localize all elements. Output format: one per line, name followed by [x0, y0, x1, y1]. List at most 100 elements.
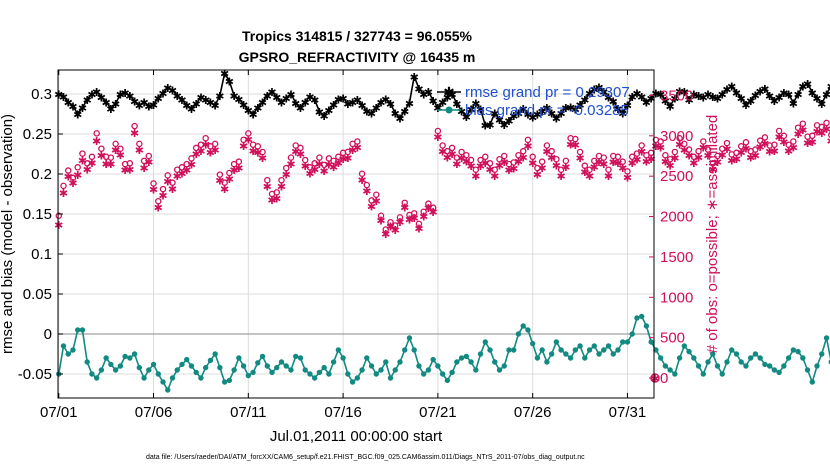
obs-possible-point [638, 142, 645, 149]
obs-possible-point [472, 166, 480, 173]
obs-assimilated-point: ✱ [263, 181, 272, 193]
obs-possible-point [790, 138, 797, 145]
obs-assimilated-point: ✱ [438, 147, 447, 159]
obs-assimilated-point: ✱ [580, 167, 589, 179]
obs-assimilated-point: ✱ [206, 147, 215, 159]
rmse-point: ✱ [357, 101, 366, 113]
obs-assimilated-point: ✱ [523, 141, 532, 153]
obs-assimilated-point: ✱ [234, 163, 243, 175]
bias-point [150, 361, 157, 368]
obs-possible-point [586, 166, 593, 173]
bias-point [217, 364, 223, 371]
obs-possible-point [548, 147, 555, 155]
rmse-point: ✱ [760, 84, 769, 96]
obs-assimilated-point: ✱ [282, 169, 291, 181]
series-layer: ✱✱✱✱✱✱✱✱✱✱✱✱✱✱✱✱✱✱✱✱✱✱✱✱✱✱✱✱✱✱✱✱✱✱✱✱✱✱✱✱… [54, 69, 830, 393]
obs-assimilated-point: ✱ [362, 186, 371, 198]
bias-point [800, 355, 806, 361]
obs-assimilated-point: ✱ [675, 139, 684, 151]
bias-point [601, 347, 607, 353]
bias-point [169, 375, 176, 381]
rmse-point: ✱ [751, 90, 760, 102]
rmse-point: ✱ [343, 99, 352, 111]
x-tick-label: 07/11 [230, 404, 266, 421]
bias-point [596, 351, 602, 357]
obs-assimilated-point: ✱ [372, 196, 381, 208]
rmse-point: ✱ [575, 100, 584, 112]
obs-assimilated-point: ✱ [793, 129, 802, 141]
rmse-point: ✱ [120, 88, 129, 100]
bias-point [724, 359, 730, 365]
rmse-point: ✱ [68, 102, 77, 114]
bias-point [700, 371, 706, 377]
x-tick-label: 07/16 [324, 404, 362, 421]
obs-assimilated-point: ✱ [628, 158, 637, 170]
rmse-point: ✱ [528, 113, 537, 125]
bias-point [620, 339, 626, 345]
bias-point [84, 359, 90, 365]
bias-point [117, 363, 124, 369]
bias-point [198, 375, 204, 381]
bias-point [179, 361, 185, 368]
obs-possible-point [373, 191, 380, 199]
rmse-point: ✱ [647, 94, 656, 106]
obs-assimilated-point: ✱ [144, 157, 153, 169]
bias-point [264, 363, 270, 369]
obs-possible-point [140, 157, 148, 165]
rmse-point: ✱ [779, 88, 788, 100]
obs-possible-point [752, 146, 759, 153]
footer-data-file: data file: /Users/raeder/DAI/ATM_forcXX/… [146, 454, 585, 461]
obs-assimilated-point: ✱ [64, 172, 73, 184]
obs-possible-point [420, 208, 427, 215]
rmse-point: ✱ [248, 110, 257, 122]
obs-assimilated-point: ✱ [87, 158, 96, 170]
obs-assimilated-point: ✱ [779, 137, 788, 149]
bias-point [278, 359, 285, 365]
obs-assimilated-point: ✱ [765, 147, 774, 159]
bias-point [757, 355, 763, 361]
obs-assimilated-point: ✱ [713, 157, 722, 169]
obs-possible-point [259, 148, 266, 156]
bias-point [605, 343, 612, 349]
rmse-point: ✱ [244, 106, 253, 118]
bias-point [691, 355, 697, 361]
y-tick-label-right: 500 [660, 330, 685, 347]
rmse-point: ✱ [765, 91, 774, 103]
bias-point [776, 369, 782, 376]
obs-possible-point [700, 138, 707, 145]
rmse-point: ✱ [73, 110, 82, 122]
rmse-point: ✱ [111, 99, 120, 111]
obs-assimilated-point: ✱ [528, 158, 537, 170]
bias-point [544, 359, 550, 365]
bias-point [496, 367, 503, 373]
obs-possible-point [557, 166, 565, 173]
obs-possible-point [226, 169, 233, 177]
rmse-point: ✱ [339, 94, 348, 106]
bias-point [809, 379, 815, 385]
obs-possible-point [410, 210, 418, 217]
obs-possible-point [297, 144, 304, 152]
rmse-point: ✱ [102, 98, 111, 110]
obs-possible-point [600, 154, 608, 161]
obs-possible-point [377, 212, 385, 220]
obs-assimilated-point: ✱ [457, 153, 466, 165]
rmse-point: ✱ [215, 91, 224, 103]
rmse-point: ✱ [471, 98, 480, 110]
obs-assimilated-point: ✱ [334, 158, 343, 170]
bias-point [368, 363, 375, 369]
obs-possible-point [709, 160, 717, 167]
bias-point [667, 367, 673, 373]
obs-assimilated-point: ✱ [684, 151, 693, 163]
obs-possible-point [254, 143, 262, 150]
rmse-point: ✱ [684, 95, 693, 107]
bias-point [662, 363, 669, 369]
x-tick-label: 07/01 [40, 404, 78, 421]
rmse-point: ✱ [78, 103, 87, 115]
bias-point [529, 340, 536, 347]
obs-possible-point [657, 138, 664, 145]
obs-assimilated-point: ✱ [599, 159, 608, 171]
obs-possible-point [576, 148, 584, 156]
y-tick-label-left: 0 [44, 326, 52, 343]
obs-assimilated-point: ✱ [694, 152, 703, 164]
obs-assimilated-point: ✱ [429, 207, 438, 219]
